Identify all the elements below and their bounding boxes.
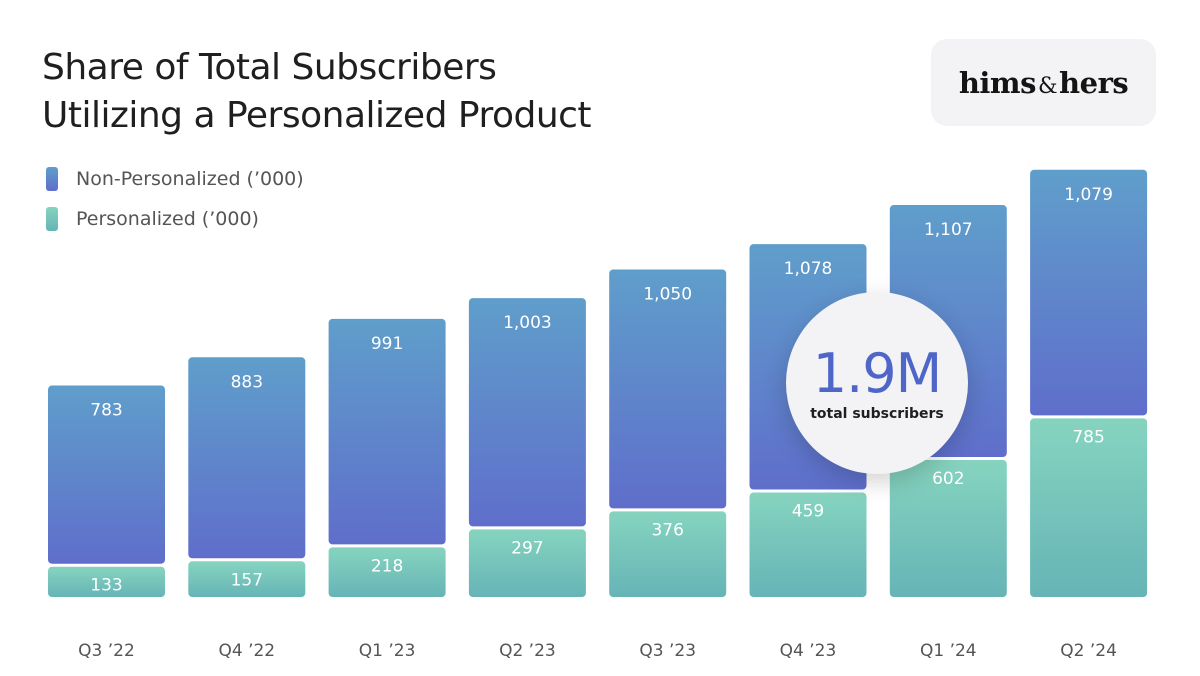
bar-personalized [1030, 418, 1148, 597]
data-label-personalized: 297 [511, 538, 543, 558]
data-label-non-personalized: 991 [371, 334, 403, 354]
logo-part-1: hims [958, 65, 1037, 100]
data-label-personalized: 157 [231, 570, 263, 590]
data-label-non-personalized: 783 [90, 401, 122, 421]
title-line-2: Utilizing a Personalized Product [42, 95, 592, 136]
legend-item-non-personalized: Non-Personalized (’000) [46, 166, 304, 192]
bar-non-personalized [1030, 169, 1148, 416]
legend-swatch-personalized [46, 207, 58, 231]
x-tick-label: Q3 ’23 [639, 641, 696, 661]
legend-item-personalized: Personalized (’000) [46, 206, 304, 232]
badge-label: total subscribers [810, 406, 944, 422]
bar-personalized [48, 566, 165, 597]
bar-personalized [188, 561, 306, 597]
logo-ampersand: & [1037, 73, 1058, 99]
data-label-personalized: 602 [932, 469, 964, 489]
x-tick-label: Q1 ’23 [359, 641, 416, 661]
legend-label-personalized: Personalized (’000) [76, 208, 259, 230]
total-subscribers-badge: 1.9M total subscribers [786, 292, 968, 474]
chart-title: Share of Total Subscribers Utilizing a P… [42, 44, 592, 140]
x-tick-label: Q4 ’23 [780, 641, 837, 661]
bar-non-personalized [48, 385, 165, 564]
bar-non-personalized [188, 357, 306, 559]
bar-personalized [609, 511, 727, 597]
bar-personalized [328, 547, 446, 597]
data-label-personalized: 785 [1072, 427, 1104, 447]
data-label-personalized: 459 [792, 502, 824, 522]
logo-part-2: hers [1059, 65, 1129, 100]
bar-personalized [889, 459, 1007, 597]
x-tick-label: Q4 ’22 [218, 641, 275, 661]
x-tick-label: Q2 ’24 [1060, 641, 1117, 661]
brand-logo: hims&hers [958, 65, 1129, 100]
data-label-personalized: 218 [371, 556, 403, 576]
brand-logo-card: hims&hers [931, 39, 1156, 126]
data-label-personalized: 376 [651, 520, 683, 540]
data-label-non-personalized: 1,079 [1064, 185, 1113, 205]
badge-value: 1.9M [812, 342, 942, 405]
bar-non-personalized [609, 269, 727, 509]
x-tick-label: Q3 ’22 [78, 641, 135, 661]
bar-personalized [468, 529, 586, 597]
data-label-non-personalized: 1,003 [503, 313, 552, 333]
legend-swatch-non-personalized [46, 167, 58, 191]
bar-non-personalized [468, 298, 586, 527]
bar-non-personalized [328, 318, 446, 545]
data-label-personalized: 133 [90, 576, 122, 596]
data-label-non-personalized: 1,107 [924, 220, 973, 240]
data-label-non-personalized: 1,078 [784, 259, 833, 279]
data-label-non-personalized: 1,050 [643, 284, 692, 304]
bar-personalized [749, 492, 867, 597]
legend-label-non-personalized: Non-Personalized (’000) [76, 168, 304, 190]
title-line-1: Share of Total Subscribers [42, 47, 497, 88]
x-tick-label: Q1 ’24 [920, 641, 977, 661]
x-tick-label: Q2 ’23 [499, 641, 556, 661]
data-label-non-personalized: 883 [231, 372, 263, 392]
legend: Non-Personalized (’000) Personalized (’0… [46, 166, 304, 246]
